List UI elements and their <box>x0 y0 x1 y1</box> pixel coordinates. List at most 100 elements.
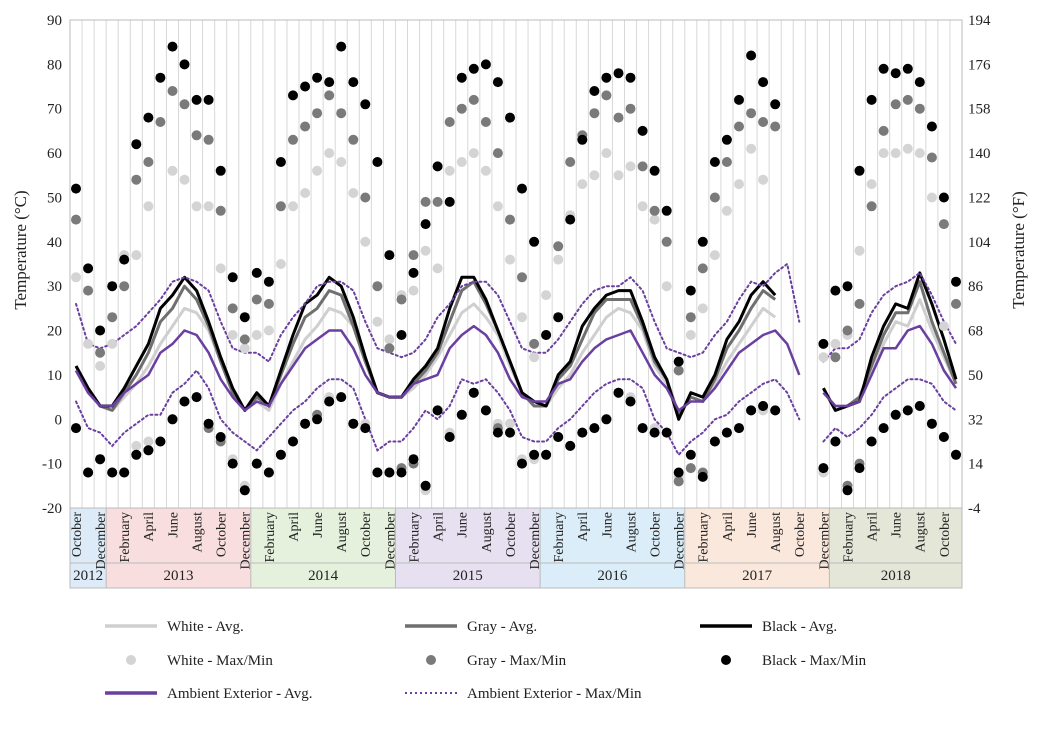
data-point-black-max-min <box>637 423 648 434</box>
month-label: December <box>94 512 109 570</box>
data-point-black-max-min <box>818 338 829 349</box>
data-point-gray-max-min <box>878 125 889 136</box>
data-point-black-max-min <box>770 405 781 416</box>
data-point-black-max-min <box>951 449 961 460</box>
month-label: August <box>480 512 495 553</box>
data-point-black-max-min <box>770 99 781 110</box>
data-point-gray-max-min <box>83 285 94 296</box>
data-point-black-max-min <box>179 396 190 407</box>
data-point-black-max-min <box>565 214 576 225</box>
month-label: October <box>793 512 808 557</box>
data-point-gray-max-min <box>420 196 431 207</box>
data-point-gray-max-min <box>251 294 262 305</box>
data-point-black-max-min <box>456 72 467 83</box>
data-point-black-max-min <box>480 405 491 416</box>
data-point-gray-max-min <box>589 108 600 119</box>
data-point-white-max-min <box>131 250 142 261</box>
data-point-black-max-min <box>541 449 552 460</box>
data-point-black-max-min <box>830 436 841 447</box>
data-point-black-max-min <box>239 312 250 323</box>
data-point-gray-max-min <box>408 250 419 261</box>
data-point-black-max-min <box>408 267 419 278</box>
data-point-black-max-min <box>191 392 202 403</box>
y-tick-label-left: 50 <box>47 190 62 206</box>
year-label-2018: 2018 <box>881 568 911 584</box>
data-point-white-max-min <box>312 165 323 176</box>
data-point-gray-max-min <box>288 134 298 145</box>
data-point-black-max-min <box>143 112 154 123</box>
y-tick-label-right: 68 <box>968 324 983 340</box>
data-point-black-max-min <box>348 77 359 88</box>
year-band-2013 <box>106 508 251 588</box>
month-label: February <box>118 512 133 563</box>
data-point-black-max-min <box>432 405 443 416</box>
data-point-black-max-min <box>227 458 238 469</box>
data-point-white-max-min <box>517 312 527 323</box>
data-point-white-max-min <box>444 165 455 176</box>
data-point-black-max-min <box>275 157 286 167</box>
data-point-white-max-min <box>384 334 395 345</box>
data-point-white-max-min <box>468 148 479 159</box>
data-point-black-max-min <box>601 72 612 83</box>
data-point-gray-max-min <box>553 241 564 252</box>
data-point-black-max-min <box>709 157 720 167</box>
data-point-black-max-min <box>360 423 371 434</box>
data-point-black-max-min <box>734 423 744 434</box>
data-point-gray-max-min <box>673 476 684 487</box>
y-tick-label-right: 176 <box>968 57 991 73</box>
month-label: April <box>721 512 736 542</box>
data-point-black-max-min <box>613 68 624 79</box>
data-point-white-max-min <box>408 285 419 296</box>
data-point-black-max-min <box>866 436 877 447</box>
data-point-black-max-min <box>697 471 708 482</box>
month-label: February <box>407 512 422 563</box>
data-point-white-max-min <box>637 201 648 212</box>
y-tick-label-left: -10 <box>42 457 62 473</box>
data-point-white-max-min <box>143 201 154 212</box>
month-label: December <box>383 512 398 570</box>
data-point-gray-max-min <box>637 161 648 172</box>
data-point-black-max-min <box>878 423 889 434</box>
month-label: August <box>190 512 205 553</box>
data-point-black-max-min <box>131 449 142 460</box>
data-point-white-max-min <box>95 361 106 371</box>
data-point-white-max-min <box>456 157 467 167</box>
data-point-black-max-min <box>517 183 527 194</box>
data-point-black-max-min <box>263 276 274 287</box>
data-point-black-max-min <box>191 94 202 105</box>
data-point-gray-max-min <box>951 298 961 309</box>
data-point-gray-max-min <box>468 94 479 105</box>
data-point-black-max-min <box>758 401 769 411</box>
data-point-gray-max-min <box>384 343 395 354</box>
data-point-black-max-min <box>372 467 383 478</box>
data-point-black-max-min <box>131 139 142 150</box>
data-point-white-max-min <box>890 148 901 159</box>
data-point-black-max-min <box>107 281 118 292</box>
data-point-black-max-min <box>119 467 130 478</box>
data-point-black-max-min <box>529 236 540 247</box>
month-label: June <box>600 512 615 538</box>
data-point-white-max-min <box>709 250 720 261</box>
data-point-gray-max-min <box>360 192 371 203</box>
month-label: February <box>552 512 567 563</box>
data-point-black-max-min <box>384 250 395 261</box>
data-point-black-max-min <box>746 50 757 61</box>
data-point-black-max-min <box>685 449 696 460</box>
data-point-white-max-min <box>697 303 708 314</box>
data-point-black-max-min <box>902 63 913 74</box>
data-point-gray-max-min <box>529 338 540 349</box>
data-point-white-max-min <box>625 161 636 172</box>
data-point-black-max-min <box>336 392 347 403</box>
data-point-black-max-min <box>505 427 515 438</box>
data-point-black-max-min <box>444 196 455 207</box>
data-point-gray-max-min <box>721 157 732 167</box>
y-tick-label-right: 32 <box>968 412 983 428</box>
data-point-black-max-min <box>396 467 407 478</box>
data-point-black-max-min <box>878 63 889 74</box>
data-point-white-max-min <box>758 174 769 185</box>
y-tick-label-right: 122 <box>968 190 991 206</box>
data-point-black-max-min <box>348 418 359 429</box>
data-point-gray-max-min <box>372 281 383 292</box>
data-point-black-max-min <box>505 112 515 123</box>
data-point-black-max-min <box>239 485 250 496</box>
